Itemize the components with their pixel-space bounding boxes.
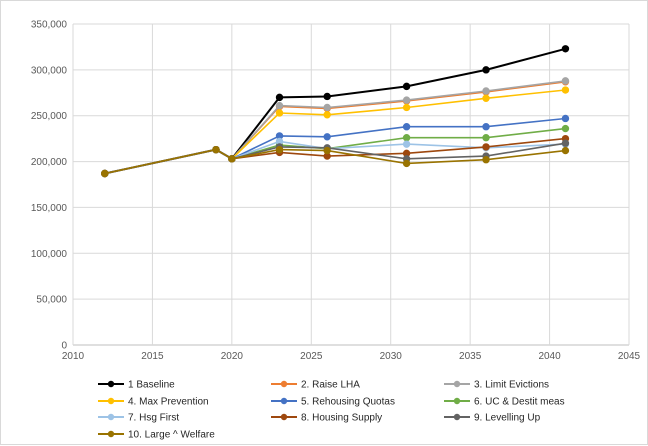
gridlines bbox=[72, 23, 630, 346]
data-point bbox=[561, 139, 570, 147]
data-point bbox=[323, 111, 331, 119]
data-point bbox=[323, 92, 331, 101]
data-point bbox=[323, 146, 331, 155]
legend-label: 8. Housing Supply bbox=[301, 413, 382, 424]
data-point bbox=[561, 124, 570, 133]
legend-item: 10. Large ^ Welfare bbox=[98, 430, 215, 441]
series-8 bbox=[101, 134, 570, 178]
data-point bbox=[228, 155, 236, 163]
legend-item: 5. Rehousing Quotas bbox=[271, 397, 395, 408]
series-6 bbox=[101, 124, 570, 178]
x-tick-label: 2010 bbox=[62, 351, 85, 362]
legend-swatch-marker bbox=[453, 413, 461, 421]
data-point bbox=[482, 87, 490, 95]
series-1 bbox=[101, 45, 570, 178]
data-point bbox=[402, 159, 411, 168]
x-tick-label: 2020 bbox=[221, 351, 244, 362]
data-point bbox=[323, 133, 331, 141]
data-point bbox=[275, 93, 284, 102]
data-point bbox=[275, 145, 284, 154]
x-tick-label: 2025 bbox=[300, 351, 323, 362]
data-point bbox=[482, 143, 490, 151]
legend-item: 2. Raise LHA bbox=[271, 380, 360, 391]
legend-item: 3. Limit Evictions bbox=[444, 380, 549, 391]
legend: 1 Baseline 2. Raise LHA 3. Limit Evictions… bbox=[98, 380, 565, 441]
data-point bbox=[402, 140, 411, 148]
legend-label: 5. Rehousing Quotas bbox=[301, 397, 395, 408]
data-point bbox=[561, 146, 570, 155]
legend-swatch-marker bbox=[107, 413, 115, 421]
series-line bbox=[104, 89, 566, 175]
y-tick-label: 200,000 bbox=[31, 157, 68, 168]
y-tick-label: 150,000 bbox=[31, 203, 68, 214]
legend-swatch-marker bbox=[453, 397, 461, 405]
legend-label: 10. Large ^ Welfare bbox=[128, 430, 215, 441]
y-tick-label: 50,000 bbox=[36, 295, 67, 306]
series-4 bbox=[101, 86, 570, 178]
data-point bbox=[402, 82, 411, 91]
series-lines bbox=[101, 45, 570, 178]
data-point bbox=[482, 156, 490, 164]
data-point bbox=[323, 103, 331, 112]
legend-item: 1 Baseline bbox=[98, 380, 175, 391]
data-point bbox=[402, 134, 411, 142]
legend-label: 7. Hsg First bbox=[128, 413, 179, 424]
x-tick-label: 2045 bbox=[618, 351, 641, 362]
series-7 bbox=[101, 137, 570, 178]
data-point bbox=[275, 101, 284, 110]
y-tick-label: 0 bbox=[61, 341, 67, 352]
legend-item: 9. Levelling Up bbox=[444, 413, 541, 424]
x-tick-label: 2015 bbox=[141, 351, 164, 362]
legend-item: 8. Housing Supply bbox=[271, 413, 382, 424]
legend-label: 6. UC & Destit meas bbox=[474, 397, 565, 408]
y-tick-label: 350,000 bbox=[31, 20, 68, 31]
x-tick-label: 2040 bbox=[538, 351, 561, 362]
data-point bbox=[482, 123, 490, 131]
y-tick-label: 100,000 bbox=[31, 249, 68, 260]
data-point bbox=[561, 77, 570, 85]
legend-label: 4. Max Prevention bbox=[128, 397, 209, 408]
legend-swatch-marker bbox=[107, 397, 115, 405]
legend-item: 6. UC & Destit meas bbox=[444, 397, 565, 408]
legend-label: 2. Raise LHA bbox=[301, 380, 360, 391]
legend-label: 3. Limit Evictions bbox=[474, 380, 549, 391]
series-line bbox=[104, 137, 566, 175]
legend-swatch-marker bbox=[453, 380, 461, 388]
legend-item: 4. Max Prevention bbox=[98, 397, 209, 408]
data-point bbox=[402, 96, 411, 104]
data-point bbox=[101, 169, 109, 178]
data-point bbox=[561, 86, 570, 94]
data-point bbox=[561, 114, 570, 123]
data-point bbox=[561, 45, 570, 53]
legend-item: 7. Hsg First bbox=[98, 413, 179, 424]
data-point bbox=[482, 94, 490, 102]
legend-swatch-marker bbox=[280, 413, 288, 421]
data-point bbox=[212, 145, 220, 154]
legend-swatch-marker bbox=[280, 380, 288, 388]
axes: 0 50,000 100,000 150,000 200,000 250,000 300,0… bbox=[31, 20, 641, 363]
data-point bbox=[402, 123, 411, 131]
series-10 bbox=[101, 145, 570, 178]
y-tick-label: 300,000 bbox=[31, 65, 68, 76]
legend-swatch-marker bbox=[107, 430, 115, 438]
data-point bbox=[482, 66, 490, 74]
data-point bbox=[275, 109, 284, 117]
legend-swatch-marker bbox=[107, 380, 115, 388]
data-point bbox=[402, 103, 411, 112]
legend-swatch-marker bbox=[280, 397, 288, 405]
legend-label: 1 Baseline bbox=[128, 380, 175, 391]
x-tick-label: 2030 bbox=[380, 351, 403, 362]
data-point bbox=[482, 134, 490, 142]
legend-label: 9. Levelling Up bbox=[474, 413, 541, 424]
x-tick-label: 2035 bbox=[459, 351, 482, 362]
y-tick-label: 250,000 bbox=[31, 111, 68, 122]
